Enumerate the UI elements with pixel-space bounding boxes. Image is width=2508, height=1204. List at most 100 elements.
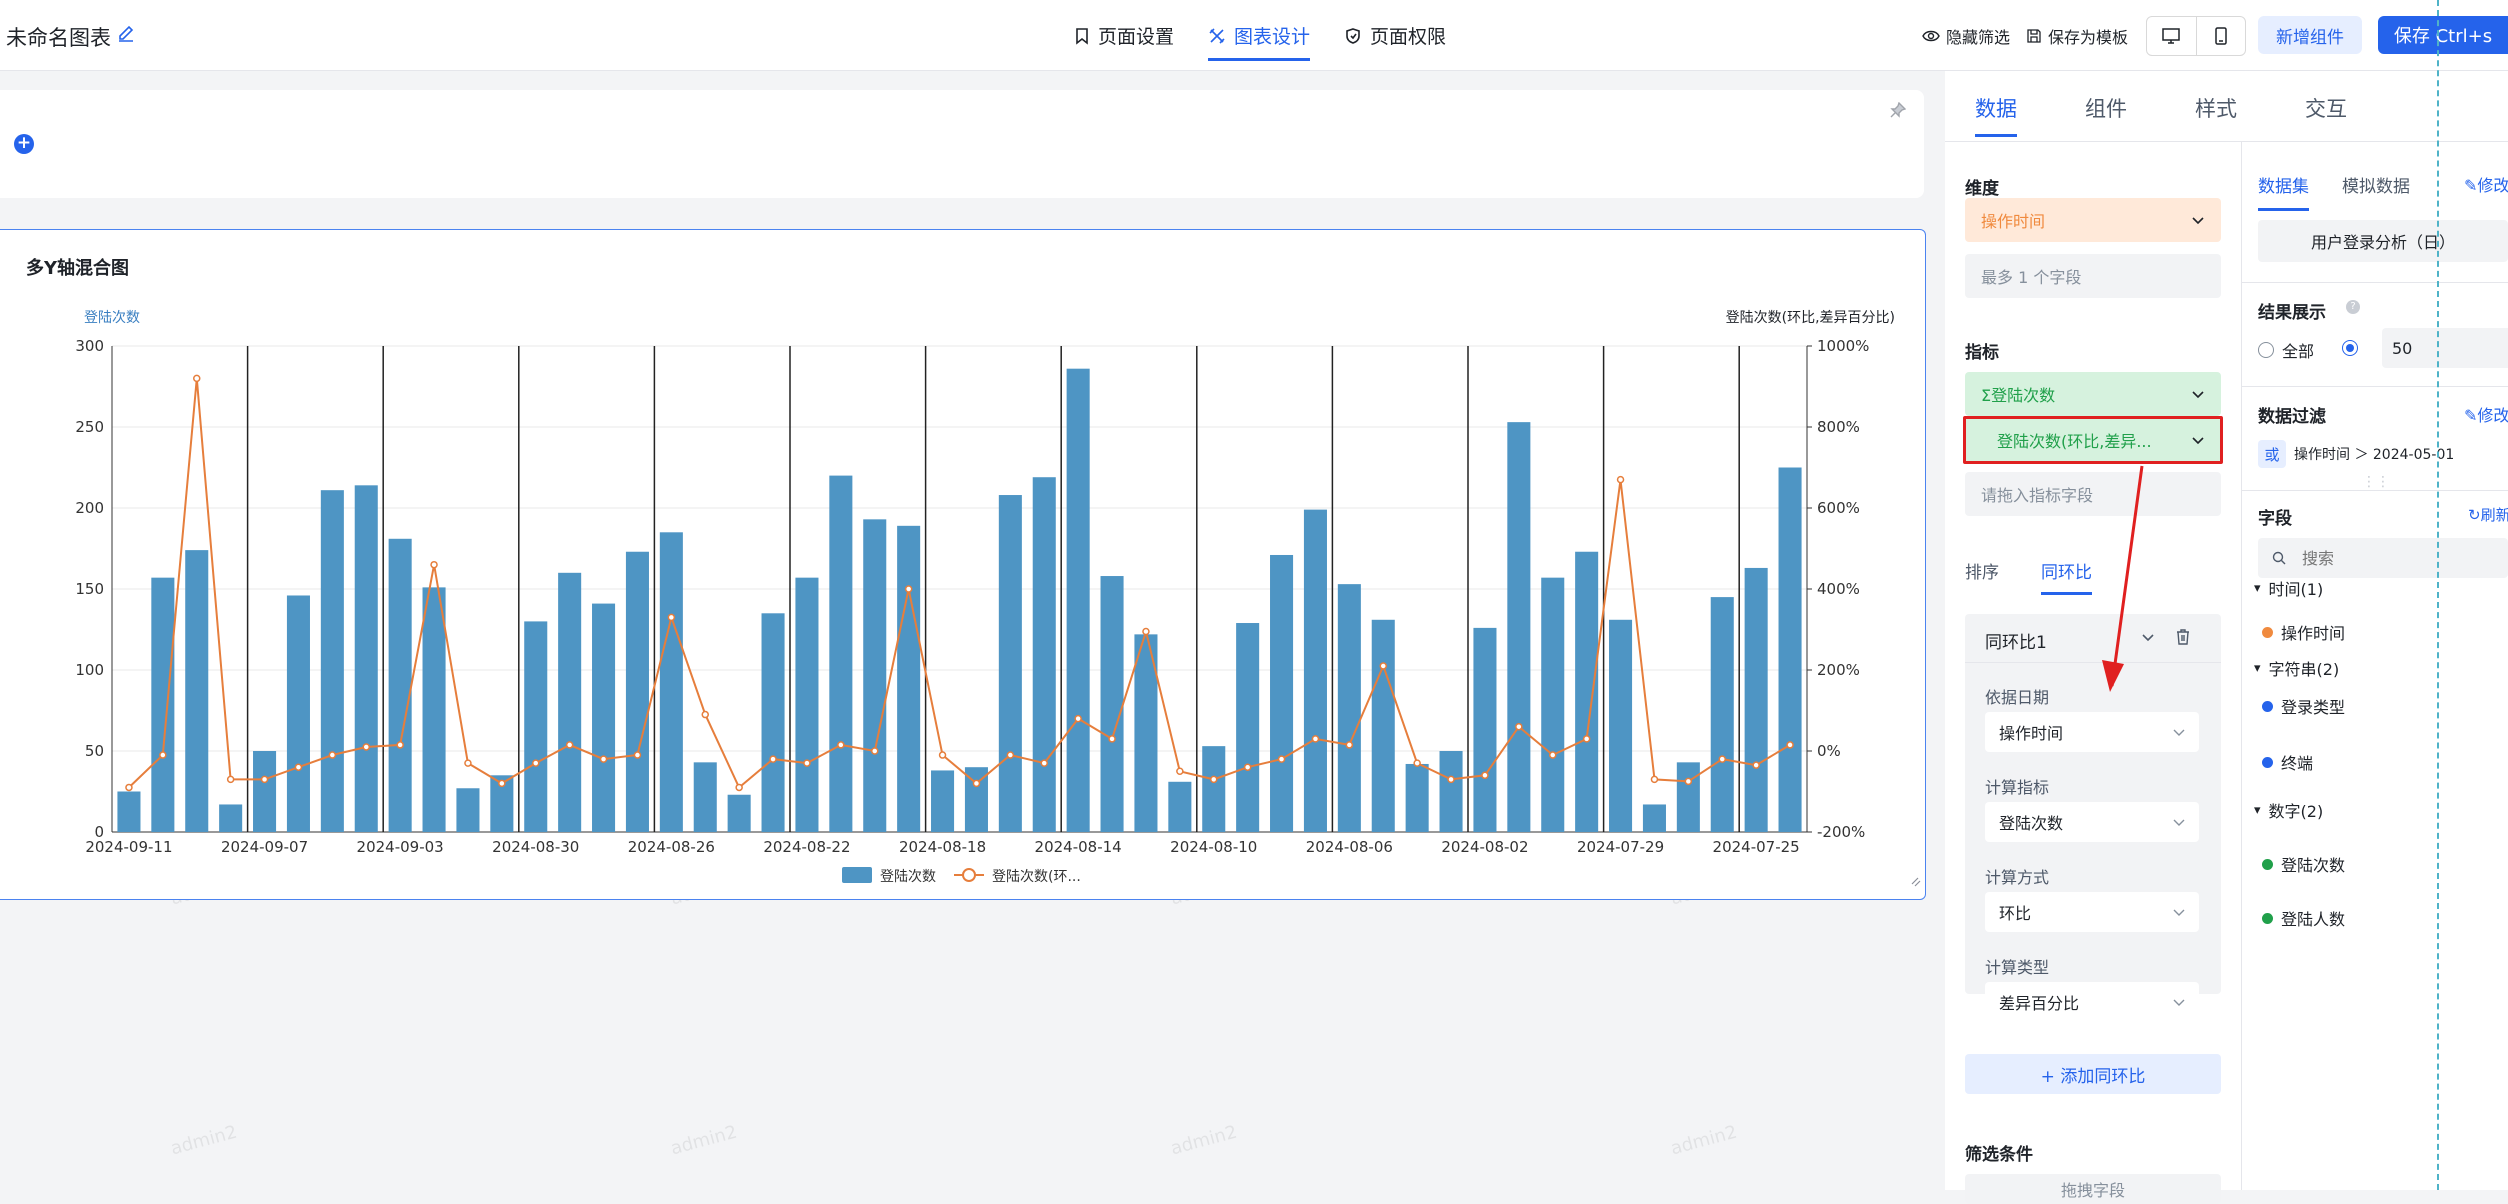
tab-component[interactable]: 组件 <box>2085 97 2127 121</box>
shield-icon <box>1346 27 1360 44</box>
edit-name-icon[interactable] <box>116 24 136 44</box>
chevron-down-icon <box>2192 217 2204 225</box>
line-point <box>1210 775 1218 784</box>
line-point <box>972 779 981 788</box>
radio-selected-icon[interactable] <box>2342 340 2358 356</box>
bar <box>422 587 446 832</box>
calc-method-select[interactable]: 环比 <box>1985 892 2199 932</box>
chevron-down-icon <box>2173 819 2185 826</box>
filter-condition[interactable]: 操作时间 ＞ 2024-05-01 <box>2294 447 2455 463</box>
tab-data[interactable]: 数据 <box>1975 93 2017 137</box>
hide-filter-label: 隐藏筛选 <box>1946 28 2011 47</box>
metric-field-count[interactable]: Σ登陆次数 <box>1965 372 2221 416</box>
save-template-button[interactable]: 保存为模板 <box>2026 24 2128 48</box>
resize-handle-icon[interactable] <box>1911 877 1921 887</box>
calc-metric-select[interactable]: 登陆次数 <box>1985 802 2199 842</box>
bar <box>151 577 175 832</box>
line-point <box>1684 777 1693 786</box>
field-item[interactable]: 登录类型 <box>2262 694 2345 718</box>
result-count-input[interactable]: 50 <box>2382 328 2508 368</box>
calc-method-label: 计算方式 <box>1985 868 2050 887</box>
bar <box>863 519 887 832</box>
legend-swatch-bar <box>842 867 872 883</box>
add-yoy-button[interactable]: + 添加同环比 <box>1965 1054 2221 1094</box>
y-tick-left: 200 <box>75 499 104 517</box>
tab-style[interactable]: 样式 <box>2195 97 2237 121</box>
line-point <box>328 751 337 759</box>
x-tick-label: 2024-08-06 <box>1306 838 1393 856</box>
metric-field-yoy[interactable]: 登陆次数(环比,差异... <box>1965 418 2221 462</box>
tab-page-permission[interactable]: 页面权限 <box>1344 22 1446 49</box>
dataset-name[interactable]: 用户登录分析（日） <box>2258 220 2508 262</box>
line-point <box>294 763 303 771</box>
tab-dataset[interactable]: 数据集 <box>2258 172 2309 211</box>
save-icon <box>2027 29 2041 43</box>
line-point <box>938 751 947 759</box>
filter-drop-zone[interactable]: 拖拽字段 <box>1965 1174 2221 1204</box>
field-search[interactable] <box>2258 538 2508 578</box>
field-group[interactable]: ▾ 时间(1) <box>2254 576 2323 600</box>
field-item[interactable]: 登陆人数 <box>2262 906 2345 930</box>
tab-interaction[interactable]: 交互 <box>2305 97 2347 121</box>
radio-all[interactable]: 全部 <box>2258 338 2314 362</box>
refresh-link[interactable]: ↻刷新 <box>2468 504 2508 525</box>
dimension-field[interactable]: 操作时间 <box>1965 198 2221 242</box>
x-tick-label: 2024-09-07 <box>221 838 308 856</box>
filter-or-badge[interactable]: 或 <box>2258 440 2286 468</box>
result-display-label: 结果展示 <box>2258 303 2326 323</box>
field-item[interactable]: 登陆次数 <box>2262 852 2345 876</box>
field-group-label: 字符串(2) <box>2268 660 2340 679</box>
pin-icon[interactable] <box>1890 102 1906 118</box>
save-button[interactable]: 保存 Ctrl+s <box>2378 16 2508 54</box>
tab-chart-design[interactable]: 图表设计 <box>1208 22 1311 61</box>
bar <box>253 751 277 832</box>
dimension-label: 维度 <box>1965 179 1999 199</box>
bar <box>524 621 548 832</box>
calc-type-select[interactable]: 差异百分比 <box>1985 982 2199 1022</box>
line-point <box>1413 759 1421 767</box>
tab-yoy[interactable]: 同环比 <box>2041 558 2092 595</box>
line-point <box>159 751 167 759</box>
mobile-icon[interactable] <box>2197 17 2246 55</box>
help-icon[interactable]: ? <box>2346 300 2360 314</box>
bar <box>1100 576 1124 832</box>
tab-sort[interactable]: 排序 <box>1965 563 1999 583</box>
bar <box>795 577 819 832</box>
metric-field-label: Σ登陆次数 <box>1981 386 2056 405</box>
select-value: 差异百分比 <box>1999 994 2080 1013</box>
y-tick-left: 250 <box>75 418 104 436</box>
bar <box>1541 577 1565 832</box>
delete-icon[interactable] <box>2175 628 2191 646</box>
tab-page-settings[interactable]: 页面设置 <box>1074 22 1174 49</box>
hide-filter-button[interactable]: 隐藏筛选 <box>1922 24 2010 48</box>
tab-mock-data[interactable]: 模拟数据 <box>2342 177 2410 197</box>
base-date-select[interactable]: 操作时间 <box>1985 712 2199 752</box>
edit-filter-link[interactable]: ✎修改 <box>2464 402 2508 426</box>
dataset-column: 数据集 模拟数据 ✎修改 用户登录分析（日） 结果展示 ? 全部 50 数据过滤… <box>2242 142 2508 1190</box>
chevron-down-icon[interactable] <box>2141 632 2155 642</box>
add-component-button[interactable]: 新增组件 <box>2258 16 2362 54</box>
line-series <box>128 378 1791 790</box>
desktop-icon[interactable] <box>2147 17 2197 55</box>
field-group-label: 时间(1) <box>2268 580 2324 599</box>
bar <box>1337 584 1361 832</box>
x-tick-label: 2024-09-03 <box>357 838 444 856</box>
field-group[interactable]: ▾ 数字(2) <box>2254 798 2323 822</box>
field-search-input[interactable] <box>2300 547 2464 569</box>
bar <box>1270 554 1294 832</box>
y-tick-left: 0 <box>94 823 104 841</box>
chart-card[interactable]: 多Y轴混合图 登陆次数 登陆次数(环比,差异百分比) 0 50 100 150 200 2… <box>0 229 1926 900</box>
line-point <box>701 710 709 719</box>
metric-field-label: 登陆次数(环比,差异... <box>1997 432 2152 451</box>
field-item[interactable]: 操作时间 <box>2262 620 2345 644</box>
add-filter-icon[interactable]: + <box>14 134 34 154</box>
search-icon <box>2272 551 2286 565</box>
bar <box>625 551 649 832</box>
field-group[interactable]: ▾ 字符串(2) <box>2254 656 2339 680</box>
edit-dataset-link[interactable]: ✎修改 <box>2464 172 2508 196</box>
field-item[interactable]: 终端 <box>2262 750 2313 774</box>
line-point <box>565 741 574 749</box>
drag-handle-icon[interactable]: ⋮⋮ <box>2362 474 2390 490</box>
bar <box>964 767 988 832</box>
chart-title: 多Y轴混合图 <box>26 258 130 279</box>
